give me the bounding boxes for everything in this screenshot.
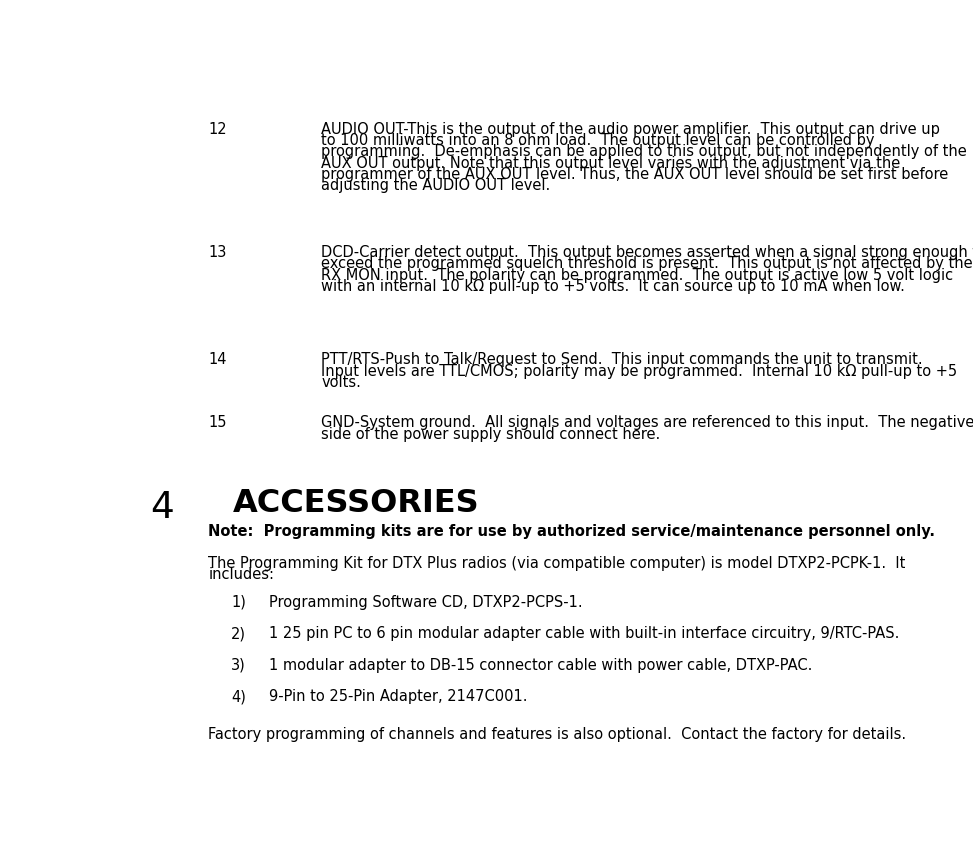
Text: 2): 2) (231, 626, 246, 642)
Text: The Programming Kit for DTX Plus radios (via compatible computer) is model DTXP2: The Programming Kit for DTX Plus radios … (208, 556, 906, 570)
Text: AUDIO OUT-This is the output of the audio power amplifier.  This output can driv: AUDIO OUT-This is the output of the audi… (321, 122, 940, 137)
Text: 1): 1) (231, 595, 246, 610)
Text: programmer of the AUX OUT level. Thus, the AUX OUT level should be set first bef: programmer of the AUX OUT level. Thus, t… (321, 167, 949, 182)
Text: Note:  Programming kits are for use by authorized service/maintenance personnel : Note: Programming kits are for use by au… (208, 524, 935, 540)
Text: volts.: volts. (321, 375, 361, 390)
Text: PTT/RTS-Push to Talk/Request to Send.  This input commands the unit to transmit.: PTT/RTS-Push to Talk/Request to Send. Th… (321, 352, 923, 368)
Text: Input levels are TTL/CMOS; polarity may be programmed.  Internal 10 kΩ pull-up t: Input levels are TTL/CMOS; polarity may … (321, 363, 957, 379)
Text: 14: 14 (208, 352, 227, 368)
Text: DCD-Carrier detect output.  This output becomes asserted when a signal strong en: DCD-Carrier detect output. This output b… (321, 245, 973, 260)
Text: 13: 13 (208, 245, 227, 260)
Text: 4: 4 (150, 490, 174, 526)
Text: Factory programming of channels and features is also optional.  Contact the fact: Factory programming of channels and feat… (208, 728, 907, 742)
Text: Programming Software CD, DTXP2-PCPS-1.: Programming Software CD, DTXP2-PCPS-1. (269, 595, 582, 610)
Text: 4): 4) (231, 689, 246, 705)
Text: 12: 12 (208, 122, 227, 137)
Text: 3): 3) (231, 658, 246, 673)
Text: 1 25 pin PC to 6 pin modular adapter cable with built-in interface circuitry, 9/: 1 25 pin PC to 6 pin modular adapter cab… (269, 626, 899, 642)
Text: GND-System ground.  All signals and voltages are referenced to this input.  The : GND-System ground. All signals and volta… (321, 415, 973, 431)
Text: ACCESSORIES: ACCESSORIES (234, 488, 480, 519)
Text: exceed the programmed squelch threshold is present.  This output is not affected: exceed the programmed squelch threshold … (321, 256, 973, 271)
Text: adjusting the AUDIO OUT level.: adjusting the AUDIO OUT level. (321, 178, 551, 193)
Text: includes:: includes: (208, 567, 274, 582)
Text: 1 modular adapter to DB-15 connector cable with power cable, DTXP-PAC.: 1 modular adapter to DB-15 connector cab… (269, 658, 812, 673)
Text: with an internal 10 kΩ pull-up to +5 volts.  It can source up to 10 mA when low.: with an internal 10 kΩ pull-up to +5 vol… (321, 279, 905, 294)
Text: 15: 15 (208, 415, 227, 431)
Text: RX MON input.  The polarity can be programmed.  The output is active low 5 volt : RX MON input. The polarity can be progra… (321, 267, 954, 283)
Text: side of the power supply should connect here.: side of the power supply should connect … (321, 426, 661, 442)
Text: programming.  De-emphasis can be applied to this output, but not independently o: programming. De-emphasis can be applied … (321, 145, 967, 159)
Text: 9-Pin to 25-Pin Adapter, 2147C001.: 9-Pin to 25-Pin Adapter, 2147C001. (269, 689, 527, 705)
Text: to 100 milliwatts into an 8 ohm load.  The output level can be controlled by: to 100 milliwatts into an 8 ohm load. Th… (321, 133, 875, 148)
Text: AUX OUT output. Note that this output level varies with the adjustment via the: AUX OUT output. Note that this output le… (321, 156, 901, 170)
